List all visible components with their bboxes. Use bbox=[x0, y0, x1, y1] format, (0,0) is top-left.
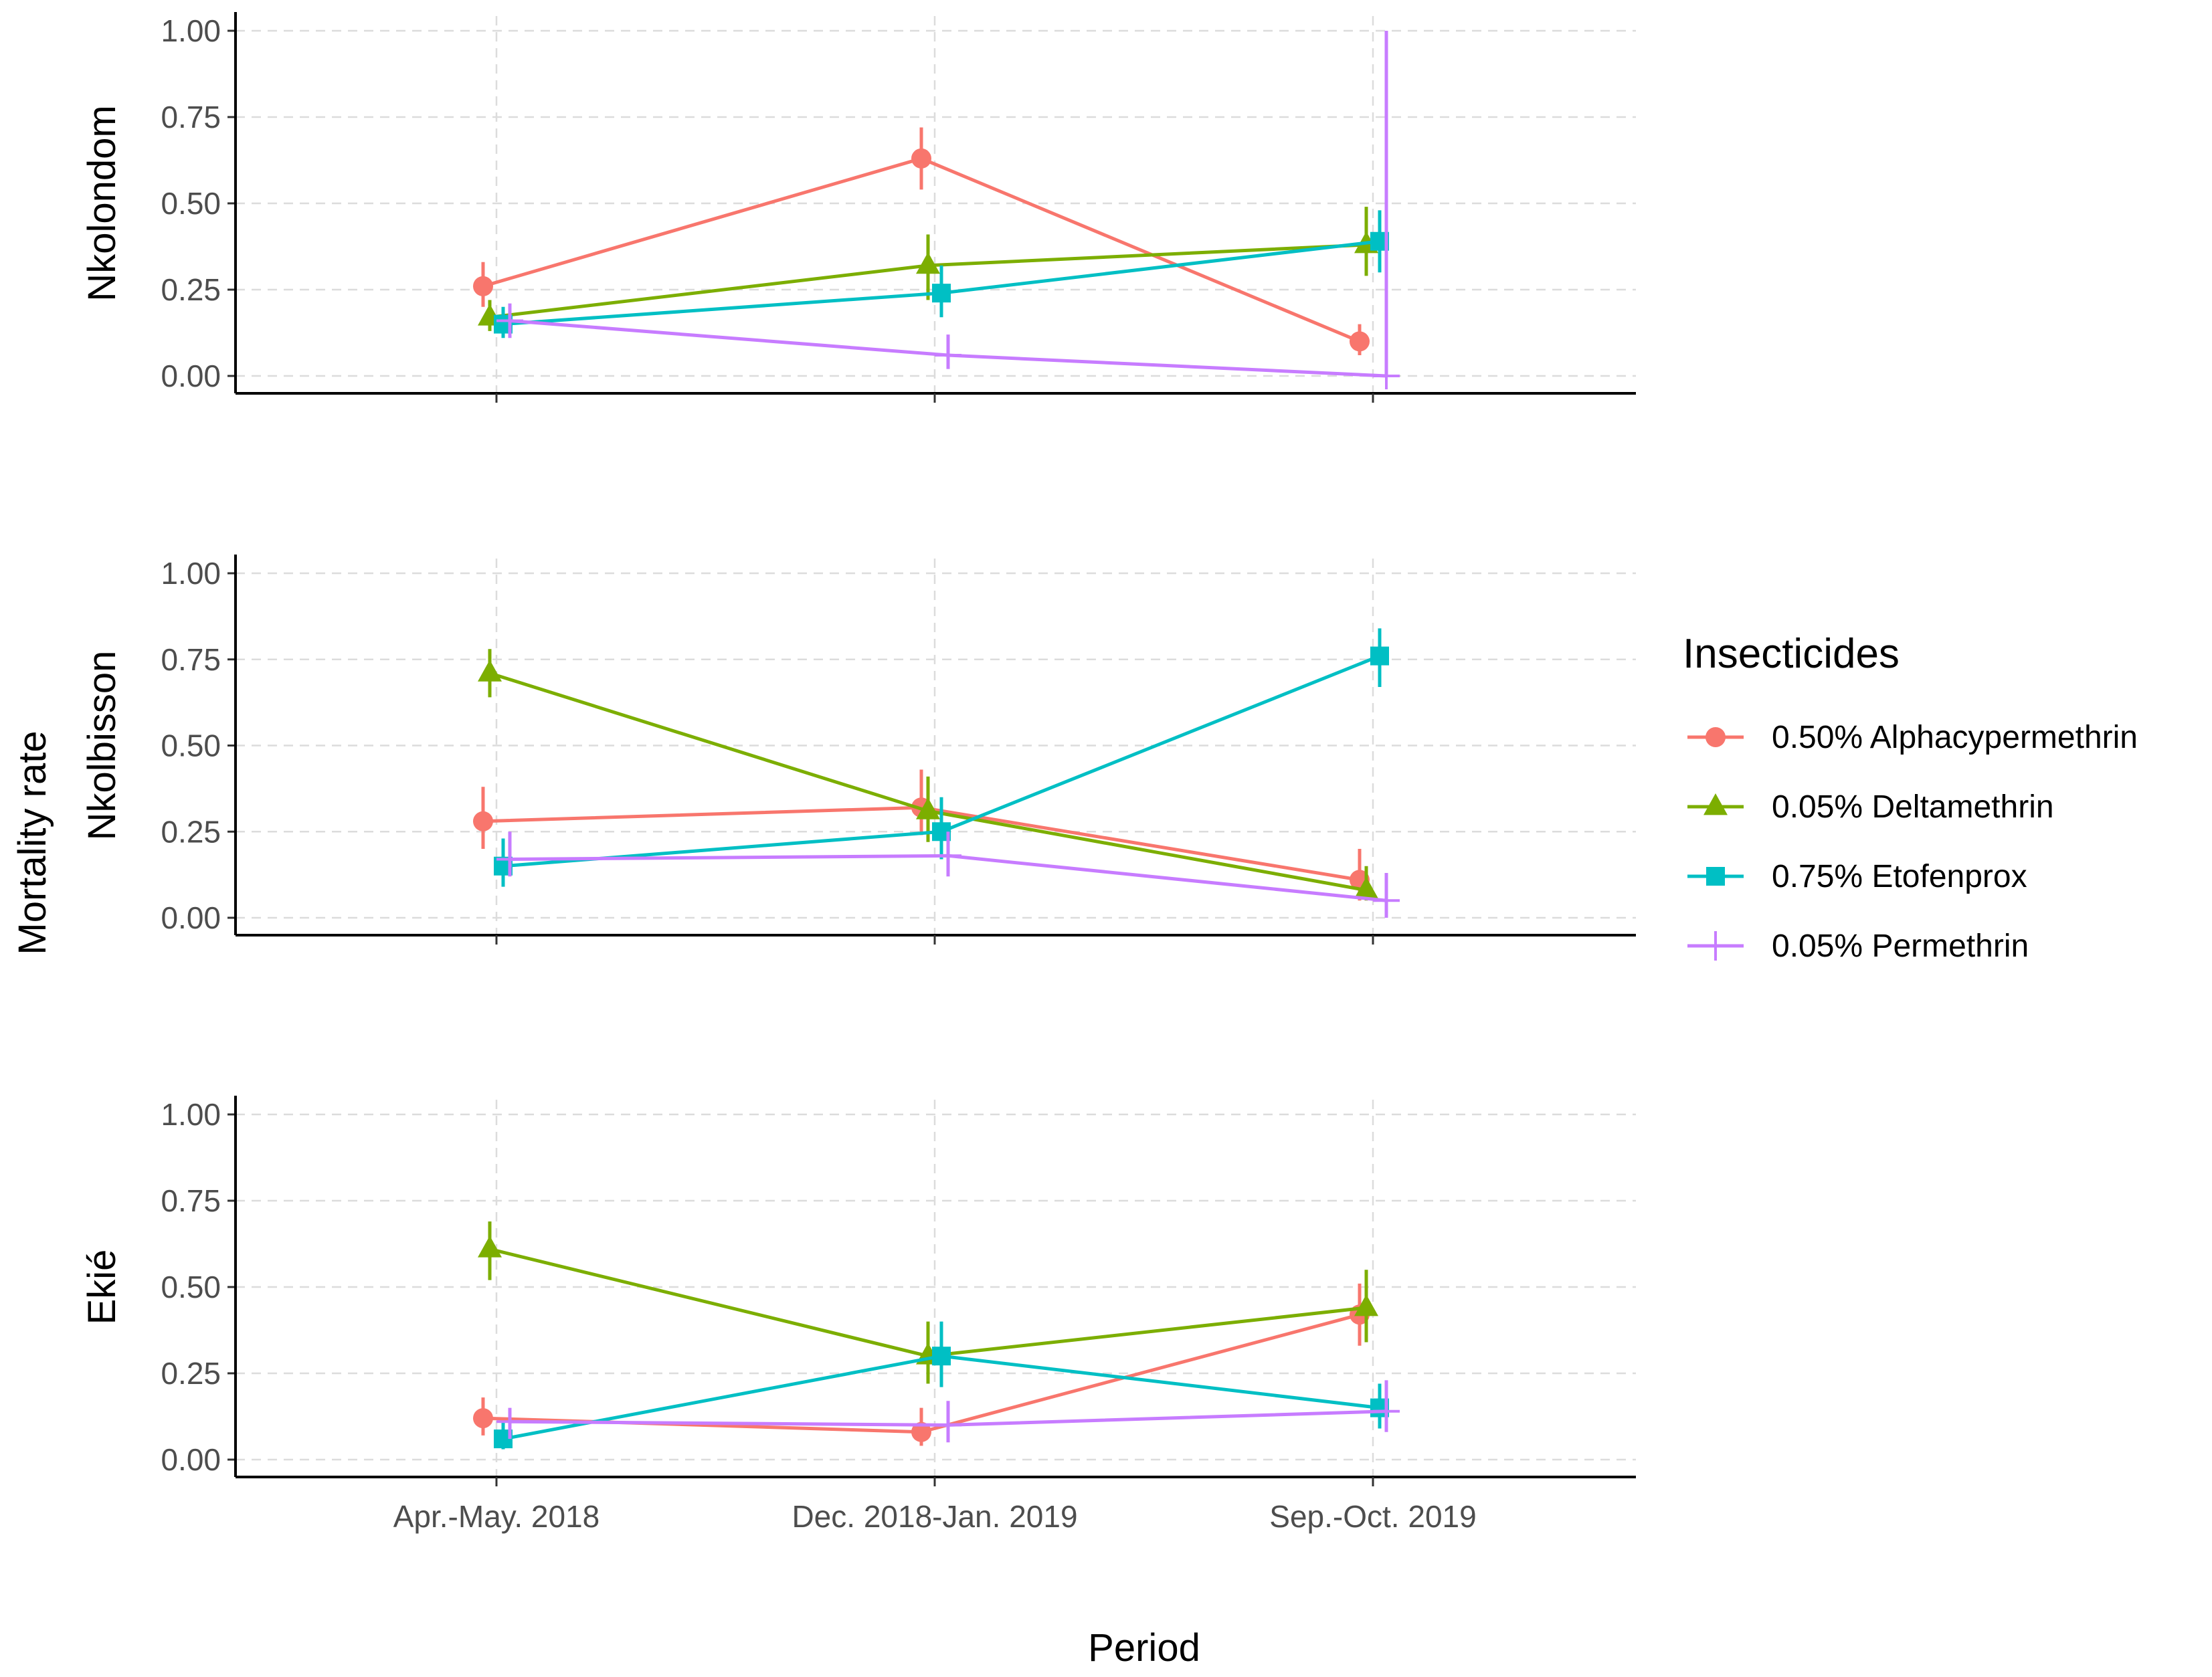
data-point bbox=[935, 842, 961, 870]
y-tick-label: 0.50 bbox=[161, 1270, 221, 1304]
legend-key-marker bbox=[1706, 867, 1725, 886]
data-point bbox=[911, 148, 931, 169]
data-point bbox=[478, 1236, 502, 1258]
data-point bbox=[496, 307, 523, 334]
y-tick-label: 0.25 bbox=[161, 814, 221, 849]
x-tick-label: Dec. 2018-Jan. 2019 bbox=[792, 1499, 1077, 1534]
y-tick-label: 0.25 bbox=[161, 272, 221, 307]
facet-panel-1: 0.00 0.25 0.50 0.75 1.00 Nkolondom bbox=[80, 12, 1636, 403]
data-point bbox=[1354, 876, 1378, 899]
legend-key-2 bbox=[1687, 793, 1744, 815]
legend-key-4 bbox=[1687, 931, 1744, 961]
data-point bbox=[1350, 331, 1370, 352]
data-point bbox=[496, 846, 523, 873]
facet-label: Nkolbisson bbox=[80, 651, 124, 841]
y-tick-label: 0.75 bbox=[161, 100, 221, 134]
series-2 bbox=[478, 1221, 1378, 1384]
legend-key-1 bbox=[1687, 727, 1744, 747]
data-point bbox=[932, 1347, 951, 1366]
legend-label-deltamethrin: 0.05% Deltamethrin bbox=[1772, 789, 2054, 825]
x-tick-label: Apr.-May. 2018 bbox=[393, 1499, 600, 1534]
y-tick-label: 1.00 bbox=[161, 556, 221, 591]
series-1 bbox=[473, 769, 1370, 901]
series-3 bbox=[494, 628, 1389, 887]
data-point bbox=[473, 811, 493, 831]
data-point bbox=[1370, 646, 1389, 666]
data-point bbox=[916, 252, 940, 274]
y-tick-label: 1.00 bbox=[161, 1097, 221, 1132]
y-tick-label: 0.50 bbox=[161, 186, 221, 221]
legend-keys bbox=[1687, 727, 1744, 961]
data-point bbox=[911, 1421, 931, 1442]
y-tick-label: 0.00 bbox=[161, 900, 221, 935]
data-point bbox=[935, 342, 961, 369]
x-axis: Apr.-May. 2018 Dec. 2018-Jan. 2019 Sep.-… bbox=[393, 1499, 1477, 1534]
data-point bbox=[1373, 887, 1400, 914]
legend-key-3 bbox=[1687, 867, 1744, 886]
y-tick-label: 0.25 bbox=[161, 1356, 221, 1391]
facet-label: Nkolondom bbox=[80, 105, 124, 301]
facet-panel-2: 0.00 0.25 0.50 0.75 1.00 Nkolbisson bbox=[80, 555, 1636, 945]
data-point bbox=[1373, 1397, 1400, 1425]
y-tick-label: 0.50 bbox=[161, 728, 221, 763]
y-tick-label: 0.75 bbox=[161, 642, 221, 677]
y-tick-label: 0.00 bbox=[161, 1442, 221, 1477]
legend-label-etofenprox: 0.75% Etofenprox bbox=[1772, 859, 2027, 894]
data-point bbox=[932, 284, 951, 303]
series-4 bbox=[496, 31, 1400, 389]
legend-title: Insecticides bbox=[1683, 631, 1900, 677]
y-tick-label: 0.75 bbox=[161, 1183, 221, 1218]
series-2 bbox=[478, 207, 1378, 331]
data-point bbox=[478, 660, 502, 682]
y-tick-label: 0.00 bbox=[161, 359, 221, 393]
series-2 bbox=[478, 649, 1378, 901]
data-point bbox=[935, 1411, 961, 1439]
legend-label-alphacypermethrin: 0.50% Alphacypermethrin bbox=[1772, 720, 2138, 755]
data-point bbox=[916, 797, 940, 819]
data-point bbox=[1373, 363, 1400, 389]
series-1 bbox=[473, 127, 1370, 356]
series-4 bbox=[496, 1380, 1400, 1443]
series-3 bbox=[494, 1321, 1389, 1450]
facet-label: Ekié bbox=[80, 1250, 124, 1325]
facet-panel-3: 0.00 0.25 0.50 0.75 1.00 Ekié bbox=[80, 1096, 1636, 1486]
y-axis-title: Mortality rate bbox=[11, 730, 54, 955]
series-3 bbox=[494, 210, 1389, 338]
x-tick-label: Sep.-Oct. 2019 bbox=[1269, 1499, 1476, 1534]
data-point bbox=[473, 276, 493, 296]
x-axis-title: Period bbox=[1088, 1626, 1200, 1670]
facet-panels: 0.00 0.25 0.50 0.75 1.00 Nkolondom 0.00 0.25 0.5… bbox=[80, 12, 1636, 1486]
y-tick-label: 1.00 bbox=[161, 13, 221, 48]
series-4 bbox=[496, 831, 1400, 918]
data-point bbox=[1354, 1294, 1378, 1316]
data-point bbox=[473, 1408, 493, 1429]
legend: Insecticides 0.50% Alphacypermethrin 0.0… bbox=[1683, 631, 2138, 964]
legend-key-marker bbox=[1703, 793, 1728, 815]
data-point bbox=[496, 1408, 523, 1436]
legend-label-permethrin: 0.05% Permethrin bbox=[1772, 928, 2029, 964]
legend-key-marker bbox=[1706, 727, 1726, 747]
